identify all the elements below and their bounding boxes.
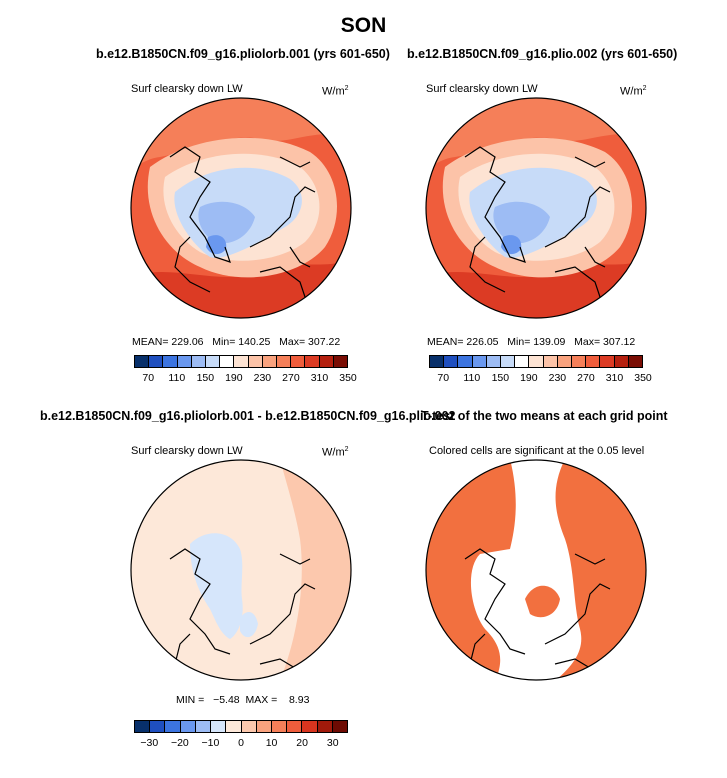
colorbar-swatch bbox=[262, 356, 278, 367]
colorbar-swatch bbox=[149, 356, 164, 367]
colorbar-tick-label: 70 bbox=[142, 372, 155, 384]
colorbar-swatch bbox=[472, 356, 487, 367]
colorbar-swatch bbox=[195, 721, 212, 732]
colorbar-swatch bbox=[150, 721, 166, 732]
colorbar-tick-label: 10 bbox=[265, 737, 278, 749]
colorbar-swatch bbox=[165, 721, 181, 732]
colorbar-swatch bbox=[241, 721, 257, 732]
panel-2-colorbar-ticks: 70 110 150 190 230 270 310 350 bbox=[429, 372, 651, 386]
panel-2-colorbar bbox=[429, 355, 643, 368]
colorbar-swatch bbox=[333, 356, 348, 367]
colorbar-swatch bbox=[572, 356, 587, 367]
colorbar-swatch bbox=[557, 356, 573, 367]
colorbar-tick-label: −10 bbox=[201, 737, 220, 749]
colorbar-tick-label: 190 bbox=[225, 372, 243, 384]
colorbar-tick-label: −30 bbox=[140, 737, 159, 749]
colorbar-tick-label: 110 bbox=[168, 372, 186, 384]
colorbar-swatch bbox=[256, 721, 272, 732]
colorbar-swatch bbox=[135, 356, 150, 367]
colorbar-tick-label: 70 bbox=[437, 372, 450, 384]
colorbar-swatch bbox=[302, 721, 318, 732]
colorbar-swatch bbox=[248, 356, 263, 367]
colorbar-swatch bbox=[317, 721, 333, 732]
colorbar-swatch bbox=[543, 356, 558, 367]
panel-3-units: W/m2 bbox=[322, 446, 349, 459]
colorbar-swatch bbox=[529, 356, 544, 367]
panel-2-map bbox=[425, 97, 647, 319]
colorbar-swatch bbox=[628, 356, 643, 367]
colorbar-tick-label: 270 bbox=[282, 372, 300, 384]
panel-3-title: b.e12.B1850CN.f09_g16.pliolorb.001 - b.e… bbox=[40, 409, 456, 423]
colorbar-swatch bbox=[163, 356, 178, 367]
panel-3-subtitle: Surf clearsky down LW bbox=[131, 445, 243, 457]
colorbar-swatch bbox=[177, 356, 192, 367]
colorbar-swatch bbox=[291, 356, 306, 367]
colorbar-swatch bbox=[191, 356, 207, 367]
panel-2-title: b.e12.B1850CN.f09_g16.plio.002 (yrs 601-… bbox=[407, 47, 678, 61]
colorbar-swatch bbox=[600, 356, 615, 367]
colorbar-swatch bbox=[180, 721, 196, 732]
panel-2-subtitle: Surf clearsky down LW bbox=[426, 83, 538, 95]
colorbar-tick-label: 350 bbox=[634, 372, 652, 384]
colorbar-tick-label: 230 bbox=[548, 372, 567, 384]
colorbar-tick-label: −20 bbox=[170, 737, 189, 749]
colorbar-tick-label: 310 bbox=[605, 372, 624, 384]
colorbar-swatch bbox=[135, 721, 151, 732]
panel-3-colorbar-ticks: −30 −20 −10 0 10 20 30 bbox=[134, 737, 348, 751]
colorbar-swatch bbox=[220, 356, 235, 367]
colorbar-tick-label: 150 bbox=[196, 372, 215, 384]
colorbar-swatch bbox=[486, 356, 502, 367]
colorbar-tick-label: 0 bbox=[238, 737, 244, 749]
colorbar-swatch bbox=[458, 356, 473, 367]
panel-1-colorbar bbox=[134, 355, 348, 368]
panel-2-units: W/m2 bbox=[620, 85, 647, 98]
colorbar-tick-label: 270 bbox=[577, 372, 595, 384]
panel-4-subtitle: Colored cells are significant at the 0.0… bbox=[429, 445, 645, 457]
panel-4-title: T-test of the two means at each grid poi… bbox=[421, 409, 668, 423]
colorbar-swatch bbox=[305, 356, 320, 367]
colorbar-tick-label: 190 bbox=[520, 372, 538, 384]
panel-1-map bbox=[130, 97, 352, 319]
panel-1-colorbar-ticks: 70 110 150 190 230 270 310 350 bbox=[134, 372, 356, 386]
panel-3-colorbar bbox=[134, 720, 348, 733]
panel-2-stats: MEAN= 226.05 Min= 139.09 Max= 307.12 bbox=[427, 336, 636, 348]
panel-3-stats: MIN = −5.48 MAX = 8.93 bbox=[176, 694, 310, 706]
colorbar-swatch bbox=[206, 356, 221, 367]
panel-1-subtitle: Surf clearsky down LW bbox=[131, 83, 243, 95]
panel-4-map bbox=[425, 459, 647, 681]
colorbar-tick-label: 20 bbox=[296, 737, 308, 749]
colorbar-swatch bbox=[614, 356, 629, 367]
colorbar-tick-label: 350 bbox=[339, 372, 357, 384]
panel-1-units: W/m2 bbox=[322, 85, 349, 98]
panel-1-title: b.e12.B1850CN.f09_g16.pliolorb.001 (yrs … bbox=[96, 47, 390, 61]
colorbar-tick-label: 230 bbox=[253, 372, 272, 384]
colorbar-swatch bbox=[515, 356, 530, 367]
panel-3-map bbox=[130, 459, 352, 681]
colorbar-swatch bbox=[226, 721, 242, 732]
colorbar-swatch bbox=[444, 356, 459, 367]
colorbar-swatch bbox=[234, 356, 249, 367]
colorbar-tick-label: 110 bbox=[463, 372, 481, 384]
colorbar-swatch bbox=[501, 356, 516, 367]
figure-title: SON bbox=[340, 14, 387, 37]
colorbar-swatch bbox=[332, 721, 348, 732]
colorbar-tick-label: 310 bbox=[310, 372, 329, 384]
colorbar-swatch bbox=[277, 356, 292, 367]
colorbar-swatch bbox=[586, 356, 601, 367]
colorbar-swatch bbox=[430, 356, 445, 367]
colorbar-tick-label: 150 bbox=[491, 372, 510, 384]
panel-1-stats: MEAN= 229.06 Min= 140.25 Max= 307.22 bbox=[132, 336, 341, 348]
colorbar-swatch bbox=[271, 721, 288, 732]
colorbar-swatch bbox=[287, 721, 303, 732]
colorbar-swatch bbox=[211, 721, 227, 732]
colorbar-swatch bbox=[319, 356, 334, 367]
colorbar-tick-label: 30 bbox=[326, 737, 339, 749]
